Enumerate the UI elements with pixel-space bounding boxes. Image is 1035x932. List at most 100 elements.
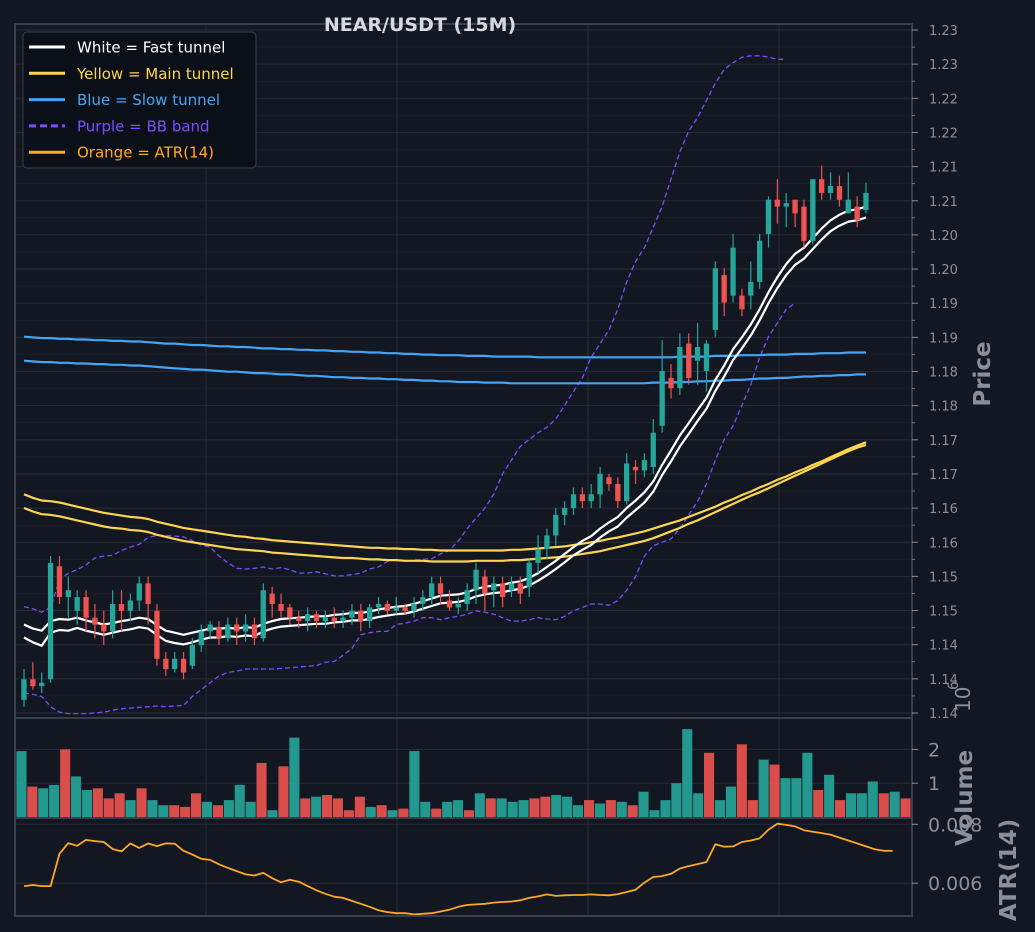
volume-bar [114, 793, 125, 817]
fast-tunnel-line [23, 216, 867, 647]
volume-bar [278, 766, 289, 817]
candle-body [56, 566, 63, 598]
candle-body [127, 600, 133, 611]
price-tick-label: 1.14 [929, 639, 958, 654]
candle [464, 583, 470, 611]
volume-bar [845, 793, 856, 817]
candle-body [810, 179, 816, 241]
legend-label: Yellow = Main tunnel [76, 65, 234, 83]
volume-bar [758, 759, 769, 817]
candle [189, 638, 195, 670]
volume-bar [736, 744, 747, 817]
candle-body [411, 604, 417, 611]
candle-body [836, 186, 843, 200]
volume-bar [780, 778, 791, 817]
candle-body [74, 597, 80, 611]
volume-bar [671, 783, 682, 817]
candle-body [624, 463, 630, 502]
candle-body [544, 535, 550, 550]
candle-body [313, 614, 320, 622]
candle-body [703, 343, 710, 371]
atr-tick-label: 0.006 [928, 873, 982, 895]
candle [349, 603, 355, 625]
candle [163, 651, 169, 676]
candle [730, 233, 736, 303]
candle [606, 473, 612, 491]
atr-axis: 0.006 0.008 [912, 814, 982, 895]
candle-body [508, 583, 515, 591]
candle [553, 508, 559, 546]
candle-body [402, 607, 408, 611]
candle [287, 603, 293, 625]
volume-bar [16, 751, 27, 817]
candle [632, 460, 639, 485]
volume-bar [856, 793, 867, 817]
candle [322, 610, 328, 628]
candle [739, 288, 745, 317]
price-axis-label: Price [970, 341, 996, 406]
candle [30, 662, 36, 690]
candle-body [668, 377, 674, 389]
volume-bar [529, 798, 540, 817]
price-axis: 1.23 1.23 1.22 1.22 1.21 1.21 1.20 1.20 1.19 1.19… [912, 24, 958, 722]
candle [331, 607, 337, 628]
volume-bar [191, 793, 202, 817]
candle [517, 576, 523, 604]
candle-body [712, 268, 718, 330]
volume-bar [889, 791, 900, 817]
candle [313, 610, 320, 628]
volume-bar [420, 801, 431, 817]
candle-body [216, 627, 222, 639]
candle [694, 323, 701, 385]
candle-body [305, 614, 311, 622]
volume-bar [496, 798, 507, 817]
atr-tick-label: 0.008 [928, 814, 982, 836]
volume-bar [376, 805, 387, 817]
candle-body [251, 624, 258, 639]
candle [278, 593, 284, 618]
candle [659, 340, 665, 433]
candle-body [827, 186, 834, 193]
candle [562, 501, 568, 526]
price-tick-label: 1.15 [929, 605, 958, 620]
candle [863, 182, 869, 214]
candle-body [269, 593, 275, 604]
volume-bar [398, 808, 409, 817]
candle-body [650, 432, 656, 467]
candle-body [588, 494, 594, 502]
candle-body [863, 192, 869, 210]
volume-bar [693, 793, 704, 817]
bb-band-line [23, 302, 796, 715]
candle [712, 261, 718, 337]
candle-body [783, 203, 789, 207]
volume-bar [223, 800, 234, 817]
chart-title: NEAR/USDT (15M) [324, 14, 516, 36]
candle-body [491, 583, 497, 591]
candle-body [21, 679, 27, 700]
price-tick-label: 1.19 [929, 297, 958, 312]
legend-label: Blue = Slow tunnel [77, 91, 220, 109]
candle [207, 621, 213, 639]
candle [801, 199, 807, 248]
candle-body [526, 562, 532, 587]
volume-bar [704, 752, 715, 817]
candle [305, 607, 311, 632]
candle [455, 597, 461, 615]
volume-bar [802, 752, 813, 817]
volume-bar [409, 751, 420, 817]
volume-bar [769, 764, 780, 817]
volume-bar [867, 781, 878, 817]
atr-series [23, 822, 893, 916]
candle-body [260, 590, 266, 639]
volume-bar [453, 800, 464, 817]
candle-body [340, 617, 346, 622]
candle [172, 651, 178, 673]
price-tick-label: 1.23 [929, 24, 958, 39]
candle-body [39, 682, 45, 687]
candle-body [110, 604, 116, 632]
candle-body [765, 199, 772, 234]
candle-body [322, 617, 328, 622]
price-tick-label: 1.17 [929, 468, 958, 483]
volume-bar [300, 798, 311, 817]
